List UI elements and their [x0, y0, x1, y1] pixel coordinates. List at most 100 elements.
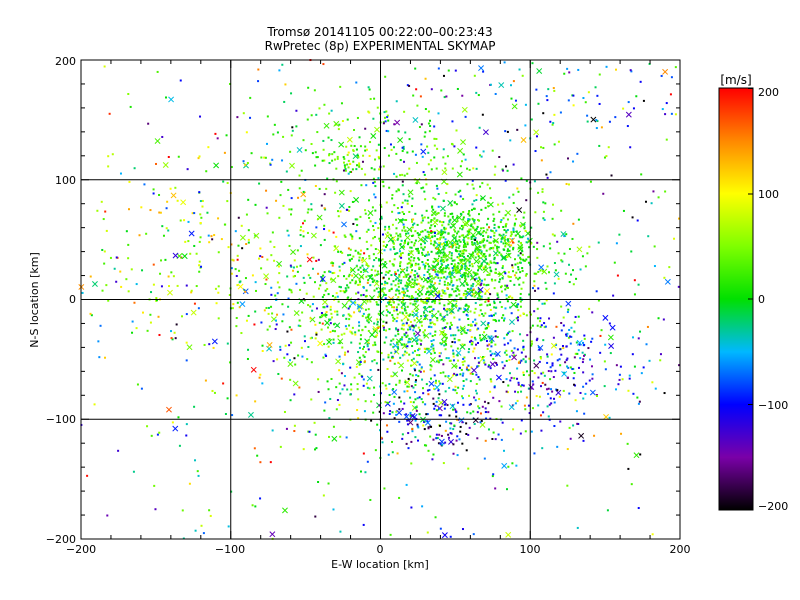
data-point [405, 442, 408, 445]
data-point [536, 256, 539, 259]
data-point [517, 278, 520, 281]
data-point [489, 293, 492, 296]
data-point [518, 68, 521, 71]
data-point [466, 308, 469, 311]
data-point [414, 291, 417, 294]
data-point [480, 227, 483, 230]
data-point [374, 343, 377, 346]
data-point [408, 295, 411, 298]
data-point [485, 326, 488, 329]
data-point [549, 247, 552, 250]
data-point [339, 290, 342, 293]
data-point [183, 219, 186, 222]
data-point-cross [378, 310, 385, 317]
data-point-cross [310, 232, 317, 239]
data-point [510, 97, 513, 100]
data-point [435, 400, 438, 403]
data-point [235, 274, 238, 277]
data-point [383, 228, 386, 231]
data-point-cross [505, 531, 512, 538]
data-point [423, 173, 426, 176]
data-point [416, 232, 419, 235]
data-point [458, 235, 461, 238]
data-point [548, 317, 551, 320]
data-point [453, 316, 456, 319]
data-point [572, 94, 575, 97]
data-point [439, 266, 442, 269]
data-point [443, 315, 446, 318]
data-point [567, 366, 570, 369]
data-point [542, 210, 545, 213]
data-point [318, 321, 321, 324]
data-point [404, 381, 407, 384]
data-point [232, 303, 235, 306]
data-point [413, 319, 416, 322]
data-point [504, 272, 507, 275]
data-point-cross [662, 68, 669, 75]
data-point [115, 280, 118, 283]
data-point [410, 271, 413, 274]
data-point [371, 360, 374, 363]
data-point [493, 300, 496, 303]
data-point [460, 252, 463, 255]
data-point [347, 275, 350, 278]
data-point [448, 386, 451, 389]
data-point [406, 423, 409, 426]
data-point [448, 295, 451, 298]
data-point [466, 167, 469, 170]
data-point [395, 413, 398, 416]
data-point [568, 392, 571, 395]
data-point [467, 212, 470, 215]
data-point [479, 412, 482, 415]
data-point [341, 263, 344, 266]
colorbar-tick-label: 200 [758, 86, 779, 99]
data-point-cross [474, 244, 481, 251]
data-point [371, 206, 374, 209]
data-point [453, 201, 456, 204]
data-point [349, 233, 352, 236]
data-point [266, 115, 269, 118]
data-point [549, 397, 552, 400]
data-point [387, 271, 390, 274]
data-point [584, 265, 587, 268]
data-point [290, 341, 293, 344]
data-point [509, 379, 512, 382]
data-point [487, 402, 490, 405]
data-point [375, 301, 378, 304]
data-point [429, 368, 432, 371]
data-point [457, 338, 460, 341]
data-point [520, 177, 523, 180]
data-point [559, 364, 562, 367]
data-point [397, 296, 400, 299]
data-point [438, 220, 441, 223]
data-point [541, 381, 544, 384]
data-point [297, 196, 300, 199]
data-point-cross [477, 286, 484, 293]
data-point [498, 319, 501, 322]
data-point [538, 360, 541, 363]
data-point [358, 256, 361, 259]
data-point [430, 239, 433, 242]
data-point [496, 294, 499, 297]
data-point [245, 243, 248, 246]
data-point [467, 267, 470, 270]
data-point [520, 359, 523, 362]
data-point [432, 453, 435, 456]
data-point [519, 292, 522, 295]
data-point [324, 353, 327, 356]
data-point [223, 223, 226, 226]
data-point [373, 168, 376, 171]
data-point-cross [541, 268, 548, 275]
data-point [461, 361, 464, 364]
data-point [265, 206, 268, 209]
data-point [377, 273, 380, 276]
data-point [506, 300, 509, 303]
data-point [407, 252, 410, 255]
data-point [427, 268, 430, 271]
data-point [435, 409, 438, 412]
data-point [484, 312, 487, 315]
data-point [385, 329, 388, 332]
data-point [484, 411, 487, 414]
data-point [282, 204, 285, 207]
data-point [464, 277, 467, 280]
